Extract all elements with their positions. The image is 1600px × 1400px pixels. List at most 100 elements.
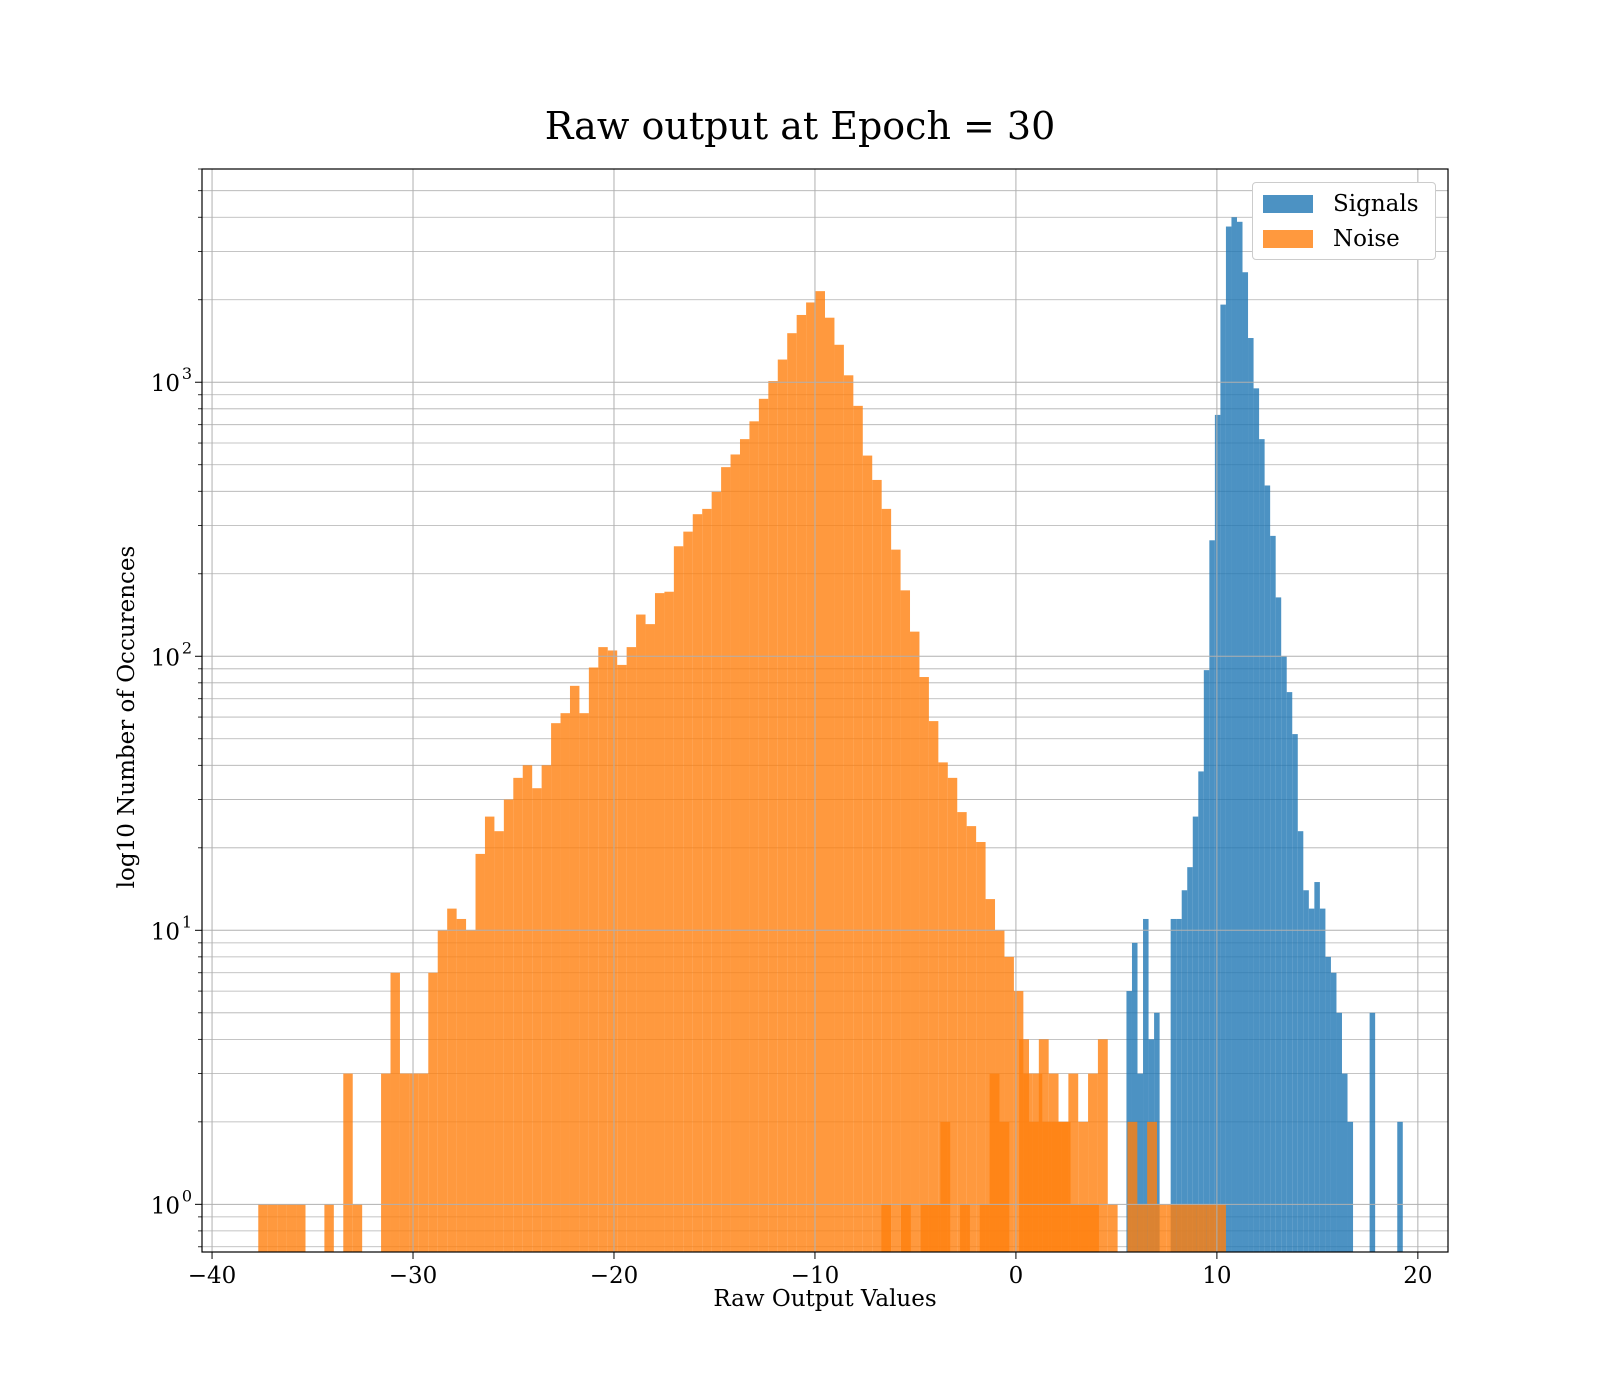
histogram-bar — [976, 842, 986, 1252]
histogram-bar — [806, 302, 816, 1252]
histogram-bar — [1209, 540, 1215, 1252]
histogram-bar — [815, 291, 825, 1252]
histogram-bar — [1336, 1012, 1342, 1252]
histogram-bar — [702, 508, 712, 1252]
histogram-bar — [910, 631, 920, 1252]
histogram-bar — [1088, 1073, 1098, 1252]
y-tick-exponent: 0 — [182, 1186, 192, 1205]
histogram-bar — [1220, 304, 1226, 1252]
y-tick-exponent: 2 — [182, 638, 192, 657]
histogram-bar — [1264, 485, 1271, 1252]
y-tick-label: 10 — [151, 645, 180, 671]
histogram-bar — [296, 1204, 306, 1252]
histogram-bar — [1308, 908, 1315, 1252]
histogram-bar — [1127, 1121, 1138, 1252]
x-tick-label: 0 — [1009, 1263, 1024, 1289]
y-axis-label: log10 Number of Occurences — [114, 545, 140, 889]
legend: Signals Noise — [1252, 182, 1436, 260]
histogram-bar — [1275, 597, 1282, 1252]
histogram-bar — [721, 467, 731, 1252]
histogram-bar — [1330, 972, 1337, 1252]
histogram-bar — [522, 765, 533, 1252]
histogram-bar — [796, 314, 807, 1252]
histogram-bar — [881, 1204, 892, 1252]
histogram-bar — [960, 1204, 970, 1252]
histogram-bar — [258, 1204, 268, 1252]
histogram-bar — [1147, 1121, 1157, 1252]
histogram-bar — [1126, 991, 1132, 1252]
histogram-bar — [900, 590, 911, 1252]
histogram-bar — [920, 1204, 931, 1252]
histogram-bar — [645, 624, 655, 1252]
histogram-bar — [437, 930, 448, 1252]
histogram-bar — [541, 765, 552, 1252]
histogram-bar — [1198, 771, 1204, 1252]
histogram-bar — [891, 549, 901, 1252]
histogram-bar — [749, 421, 759, 1253]
y-tick-exponent: 1 — [182, 912, 192, 931]
histogram-bar — [1058, 1121, 1069, 1252]
histogram-bar — [352, 1204, 363, 1252]
legend-swatch-signals — [1263, 195, 1313, 213]
histogram-bar — [1231, 217, 1237, 1252]
legend-label-signals: Signals — [1333, 191, 1419, 217]
histogram-bar — [607, 650, 618, 1252]
histogram-bar — [1107, 1204, 1118, 1252]
histogram-bar — [475, 853, 485, 1252]
histogram-bar — [1004, 956, 1014, 1252]
series-noise-0 — [258, 291, 1099, 1253]
histogram-bar — [286, 1204, 297, 1252]
histogram-bar — [1314, 882, 1320, 1252]
histogram-bar — [484, 816, 495, 1252]
histogram-bar — [626, 647, 637, 1252]
histogram-bar — [1253, 388, 1260, 1252]
histogram-bar — [979, 1204, 990, 1252]
histogram-bar — [1181, 890, 1188, 1252]
x-tick-label: 20 — [1403, 1263, 1432, 1289]
histogram-bar — [267, 1204, 278, 1252]
histogram-bar — [1225, 226, 1232, 1253]
histogram-bar — [1019, 1039, 1029, 1252]
histogram-bar — [409, 1073, 419, 1252]
histogram-bar — [428, 972, 438, 1252]
histogram-bar — [834, 344, 844, 1252]
histogram-bar — [919, 677, 929, 1252]
histogram-bar — [560, 713, 570, 1252]
histogram-bar — [872, 479, 882, 1252]
histogram-bar — [711, 491, 722, 1253]
histogram-bar — [1187, 867, 1193, 1252]
y-tick-exponent: 3 — [182, 364, 192, 383]
chart-title: Raw output at Epoch = 30 — [544, 104, 1056, 148]
histogram-bar — [1028, 1121, 1039, 1252]
histogram-bar — [1319, 908, 1326, 1252]
x-tick-label: −30 — [389, 1263, 438, 1289]
histogram-bar — [673, 546, 684, 1252]
histogram-bar — [1192, 816, 1199, 1252]
histogram-bar — [1176, 1204, 1187, 1252]
histogram-bar — [1242, 272, 1249, 1252]
histogram-bar — [1203, 670, 1210, 1252]
histogram-bar — [938, 762, 948, 1252]
histogram-bar — [1156, 1204, 1167, 1252]
histogram-bar — [579, 713, 589, 1252]
histogram-bar — [532, 788, 542, 1252]
histogram-bar — [1397, 1121, 1403, 1252]
histogram-bar — [1325, 956, 1331, 1252]
histogram-bar — [1297, 831, 1304, 1252]
histogram-bar — [1341, 1073, 1348, 1252]
histogram-bar — [456, 918, 467, 1252]
histogram-bar — [957, 812, 967, 1252]
histogram-bar — [768, 381, 778, 1252]
histogram-bar — [692, 514, 703, 1252]
histogram-bar — [1369, 1012, 1376, 1252]
histogram-bar — [1143, 918, 1149, 1252]
histogram-bar — [1038, 1039, 1049, 1252]
series-noise-2 — [881, 1039, 1226, 1252]
y-tick-label: 10 — [151, 371, 180, 397]
histogram-bar — [447, 908, 457, 1252]
histogram-bar — [1068, 1073, 1079, 1252]
histogram-bar — [900, 1204, 911, 1252]
histogram-bar — [551, 723, 561, 1252]
